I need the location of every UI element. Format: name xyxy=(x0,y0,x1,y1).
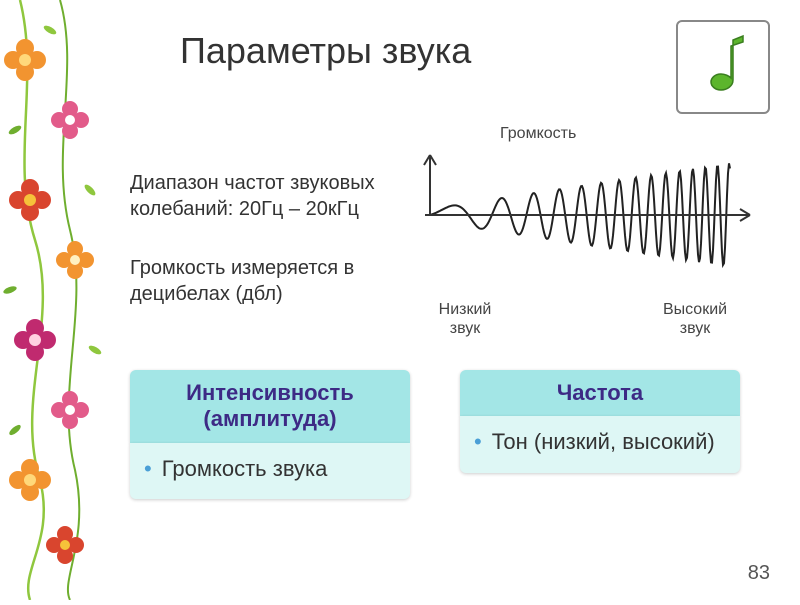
loudness-unit-text: Громкость измеряется в децибелах (дбл) xyxy=(130,255,410,307)
frequency-box: Частота • Тон (низкий, высокий) xyxy=(460,370,740,499)
page-number: 83 xyxy=(748,562,770,585)
music-note-icon xyxy=(676,20,770,114)
intensity-body: • Громкость звука xyxy=(130,443,410,500)
frequency-header: Частота xyxy=(460,370,740,416)
page-title: Параметры звука xyxy=(180,30,471,72)
intensity-body-text: Громкость звука xyxy=(162,455,328,484)
frequency-body-text: Тон (низкий, высокий) xyxy=(492,428,715,457)
intensity-box: Интенсивность (амплитуда) • Громкость зв… xyxy=(130,370,410,499)
chart-label-low: Низкий звук xyxy=(430,300,500,338)
chart-label-loudness: Громкость xyxy=(500,125,576,143)
chart-label-high: Высокий звук xyxy=(650,300,740,338)
frequency-body: • Тон (низкий, высокий) xyxy=(460,416,740,473)
parameter-boxes: Интенсивность (амплитуда) • Громкость зв… xyxy=(130,370,740,499)
intensity-header: Интенсивность (амплитуда) xyxy=(130,370,410,443)
bullet-icon: • xyxy=(474,428,482,457)
bullet-icon: • xyxy=(144,455,152,484)
slide: Параметры звука Громкость Диапазон часто… xyxy=(0,0,800,600)
floral-decoration xyxy=(0,0,120,600)
frequency-range-text: Диапазон частот звуковых колебаний: 20Гц… xyxy=(130,170,410,222)
waveform-chart xyxy=(420,150,760,280)
